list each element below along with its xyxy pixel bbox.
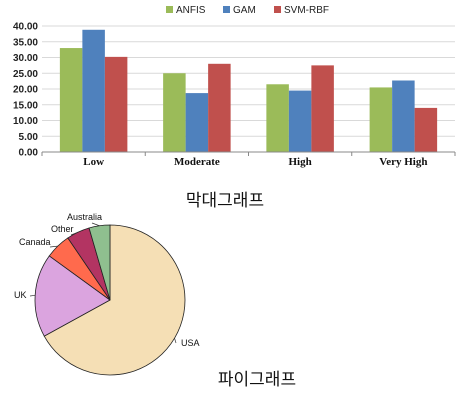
x-tick-label: Moderate [174,156,220,168]
bar-chart: ANFIS GAM SVM-RBF 0.00 5.00 10.00 15.00 20.00 2… [13,5,456,211]
bar-svm-rbf-high [311,65,334,152]
bar-svm-rbf-moderate [208,63,231,152]
y-tick-label: 40.00 [13,22,38,33]
bar-gam-high [288,90,312,152]
bar-anfis-low [59,48,83,152]
legend-swatch [274,6,281,13]
bar-series [59,29,438,153]
pie-slice-australia [88,224,111,301]
y-tick-label: 10.00 [13,116,38,127]
pie-label-uk: UK [14,290,27,300]
y-tick-label: 35.00 [13,37,38,48]
bar-anfis-moderate [163,73,186,152]
bar-legend: ANFIS GAM SVM-RBF [166,5,329,16]
legend-label: SVM-RBF [284,5,329,16]
y-tick-label: 20.00 [13,85,38,96]
y-tick-label: 25.00 [13,69,38,80]
legend-swatch [166,6,173,13]
legend-swatch [223,6,230,13]
legend-item-gam: GAM [223,5,256,16]
bar-anfis-very-high [369,87,393,152]
pie-leader-line [49,245,58,248]
bar-svm-rbf-low [104,56,128,153]
pie-label-usa: USA [181,338,200,348]
y-axis-ticks: 0.00 5.00 10.00 15.00 20.00 25.00 30.00 35.00 40… [13,22,38,159]
x-tick-label: High [289,156,312,168]
legend-label: ANFIS [176,5,206,16]
legend-item-svm-rbf: SVM-RBF [274,5,329,16]
bar-chart-caption: 막대그래프 [186,191,264,211]
pie-chart-caption: 파이그래프 [218,370,296,390]
pie-label-australia: Australia [67,212,102,222]
y-tick-label: 0.00 [19,148,39,159]
bar-gam-moderate [185,93,209,152]
pie-slice-usa [43,224,186,376]
x-tick-label: Very High [379,156,427,168]
y-tick-label: 15.00 [13,100,38,111]
legend-label: GAM [233,5,256,16]
bar-svm-rbf-very-high [414,107,438,152]
pie-leader-line [70,231,79,236]
x-tick-label: Low [83,156,104,168]
y-tick-label: 5.00 [19,132,39,143]
pie-slices [34,224,186,376]
pie-leader-line [29,294,36,297]
bar-gam-very-high [392,80,415,152]
legend-item-anfis: ANFIS [166,5,206,16]
y-tick-label: 30.00 [13,53,38,64]
pie-leader-line [174,338,177,344]
x-axis-ticks: Low Moderate High Very High [41,152,456,168]
bar-anfis-high [266,84,289,152]
pie-label-other: Other [51,224,74,234]
pie-label-canada: Canada [19,237,51,247]
bar-gam-low [82,29,105,153]
pie-leader-line [91,222,100,227]
